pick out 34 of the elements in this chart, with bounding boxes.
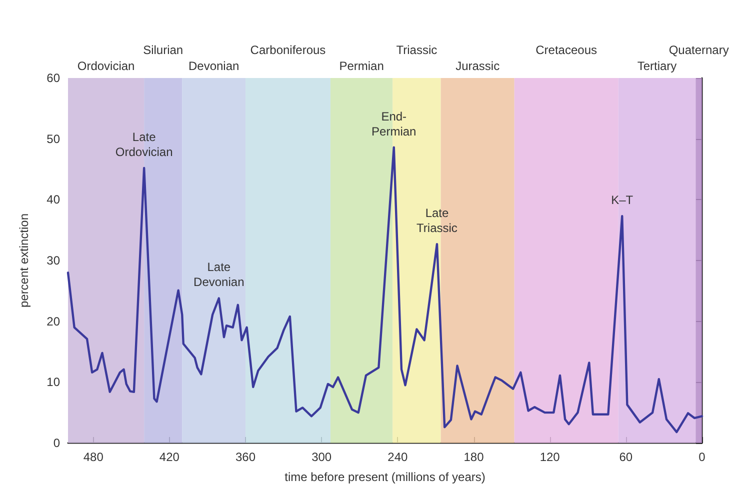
x-tick-label: 60 (619, 450, 633, 464)
x-tick-label: 480 (83, 450, 104, 464)
y-tick-label: 20 (46, 314, 60, 328)
y-tick-label: 40 (46, 192, 60, 207)
annotation: Late Devonian (194, 260, 244, 290)
y-axis-title: percent extinction (17, 213, 31, 308)
line-series (66, 146, 704, 434)
annotation: Late Ordovician (115, 130, 173, 160)
x-tick-label: 180 (464, 450, 484, 464)
y-tick-label: 50 (46, 132, 60, 146)
band-label: Quaternary (668, 43, 729, 57)
x-tick-label: 120 (540, 450, 560, 464)
band-label: Carboniferous (250, 43, 326, 57)
y-tick-label: 30 (46, 254, 60, 268)
y-tick-label: 10 (46, 375, 60, 390)
band-label: Devonian (188, 59, 240, 73)
band-label: Jurassic (456, 59, 500, 73)
x-axis-title: time before present (millions of years) (284, 470, 486, 484)
annotation: Late Triassic (416, 206, 458, 236)
band-label: Silurian (143, 43, 184, 57)
annotation: End- Permian (372, 109, 416, 138)
y-tick-label: 0 (53, 436, 60, 450)
x-tick-label: 240 (388, 450, 408, 464)
band-label: Cretaceous (536, 43, 598, 57)
band-label: Triassic (396, 43, 438, 57)
band-label: Tertiary (637, 59, 677, 73)
y-tick-label: 60 (46, 71, 60, 85)
x-tick-label: 360 (236, 450, 256, 464)
annotation: K–T (611, 193, 634, 208)
band-label: Ordovician (77, 59, 135, 73)
band-label: Permian (339, 59, 384, 73)
x-tick-label: 0 (698, 450, 706, 464)
x-tick-label: 300 (312, 450, 332, 464)
x-tick-label: 420 (159, 450, 180, 464)
